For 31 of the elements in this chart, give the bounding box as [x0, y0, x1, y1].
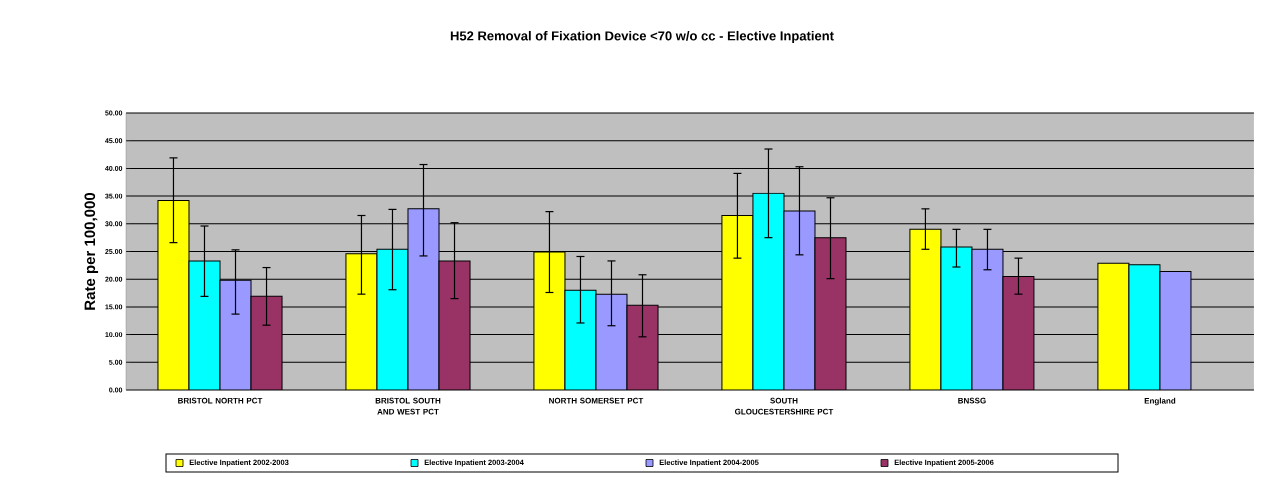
bar	[752, 192, 785, 390]
x-tick-label: BRISTOL NORTH PCT	[178, 397, 263, 404]
bar	[407, 208, 440, 390]
chart-title: H52 Removal of Fixation Device <70 w/o cc - Elective Inpatient	[450, 30, 834, 44]
bar	[940, 246, 973, 390]
bar	[157, 200, 190, 390]
bar	[909, 228, 942, 390]
x-tick-label: BRISTOL SOUTH AND WEST PCT	[375, 397, 441, 415]
bar	[1097, 262, 1130, 390]
bar	[595, 293, 628, 390]
bar	[1128, 264, 1161, 390]
x-tick-label: BNSSG	[958, 397, 986, 404]
bar	[626, 304, 659, 390]
x-tick-label: NORTH SOMERSET PCT	[549, 397, 644, 404]
y-axis-title: Rate per 100,000	[84, 192, 99, 310]
bar	[1159, 270, 1192, 390]
bar	[1002, 275, 1035, 390]
bar	[533, 251, 566, 390]
bar	[250, 295, 283, 390]
bar	[783, 210, 816, 390]
x-tick-label: SOUTH GLOUCESTERSHIRE PCT	[734, 397, 834, 415]
bar	[345, 253, 378, 390]
bar	[376, 248, 409, 390]
bar	[721, 214, 754, 390]
bar	[971, 248, 1004, 390]
x-tick-label: England	[1144, 397, 1176, 406]
bar	[188, 260, 221, 390]
bar	[564, 289, 597, 390]
bar	[814, 237, 847, 390]
bar	[438, 260, 471, 390]
bar	[219, 279, 252, 390]
